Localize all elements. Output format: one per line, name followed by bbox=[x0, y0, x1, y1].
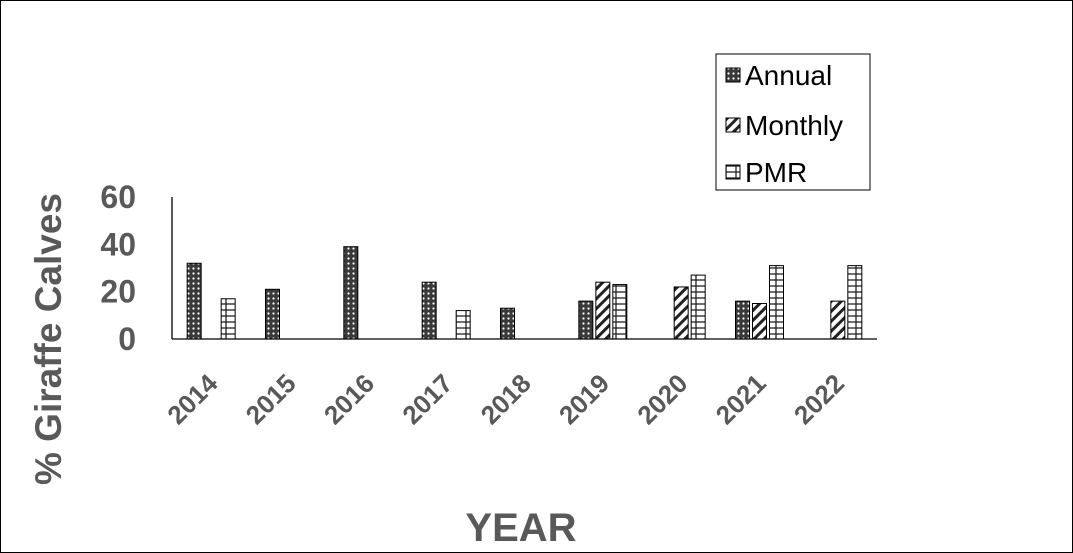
legend-label-monthly: Monthly bbox=[745, 110, 843, 141]
x-tick-label: 2017 bbox=[396, 368, 458, 430]
x-tick-label: 2022 bbox=[788, 368, 850, 430]
bar-annual-2018 bbox=[500, 307, 515, 340]
bar-pmr-2019 bbox=[612, 284, 628, 340]
axes bbox=[171, 197, 877, 340]
y-tick-label: 60 bbox=[100, 179, 136, 215]
bar-annual-2021 bbox=[735, 300, 750, 340]
y-tick-label: 0 bbox=[118, 321, 136, 357]
legend-label-pmr: PMR bbox=[745, 157, 807, 188]
bar-annual-2016 bbox=[343, 246, 359, 340]
bar-annual-2014 bbox=[186, 262, 202, 340]
y-axis-title-group: % Giraffe Calves bbox=[28, 193, 69, 485]
x-tick-labels: 2014 2015 2016 2017 2018 2019 2020 2021 2022 bbox=[161, 368, 850, 430]
bar-annual-2015 bbox=[265, 288, 280, 340]
legend: Annual Monthly PMR bbox=[715, 53, 871, 191]
x-tick-label: 2019 bbox=[553, 368, 615, 430]
x-tick-label: 2016 bbox=[318, 368, 380, 430]
bar-annual-2019 bbox=[578, 300, 594, 340]
bar-pmr-2014 bbox=[220, 298, 236, 340]
bar-annual-2017 bbox=[421, 281, 437, 340]
x-tick-label: 2015 bbox=[240, 368, 302, 430]
bar-pmr-2017 bbox=[455, 310, 471, 340]
bar-monthly-2021 bbox=[752, 303, 767, 340]
legend-box bbox=[715, 53, 871, 191]
y-tick-label: 40 bbox=[100, 226, 136, 262]
x-tick-label: 2018 bbox=[475, 368, 537, 430]
bar-monthly-2020 bbox=[673, 286, 689, 340]
bars bbox=[186, 246, 863, 340]
x-tick-label: 2021 bbox=[710, 368, 772, 430]
bar-pmr-2021 bbox=[769, 265, 784, 340]
bar-monthly-2019 bbox=[595, 281, 611, 340]
bar-pmr-2020 bbox=[690, 274, 706, 340]
legend-swatch-annual bbox=[725, 67, 741, 83]
y-axis-title: % Giraffe Calves bbox=[28, 193, 69, 485]
x-tick-label: 2020 bbox=[631, 368, 693, 430]
x-axis-title: YEAR bbox=[465, 506, 576, 550]
y-tick-labels: 0 20 40 60 bbox=[100, 179, 136, 357]
legend-swatch-monthly bbox=[725, 117, 741, 133]
y-tick-label: 20 bbox=[100, 274, 136, 310]
legend-label-annual: Annual bbox=[745, 60, 832, 91]
legend-swatch-pmr bbox=[725, 164, 741, 180]
bar-monthly-2022 bbox=[830, 300, 846, 340]
bar-pmr-2022 bbox=[847, 265, 863, 340]
x-tick-label: 2014 bbox=[161, 368, 223, 430]
